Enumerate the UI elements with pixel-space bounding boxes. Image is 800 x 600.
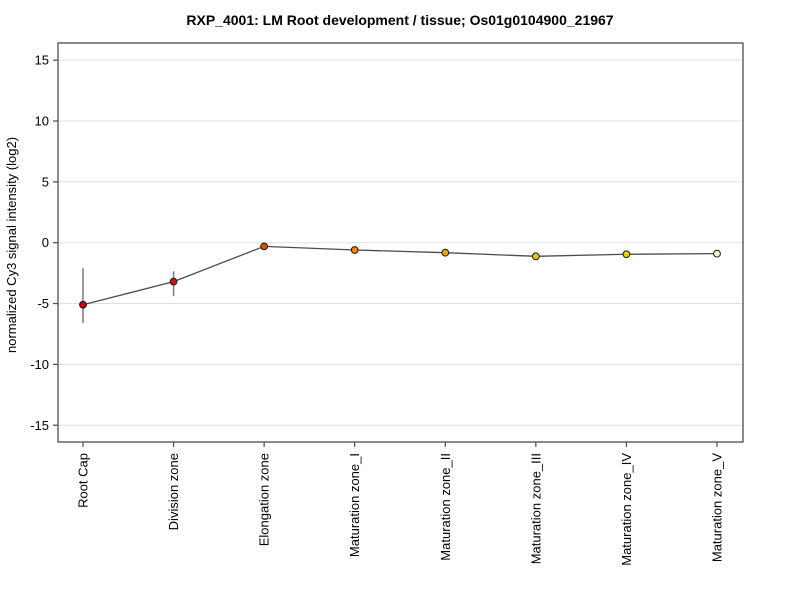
- x-tick-label: Root Cap: [76, 453, 91, 508]
- x-tick-label: Maturation zone_III: [528, 453, 543, 564]
- data-point: [350, 246, 359, 254]
- data-point: [713, 249, 721, 258]
- y-tick-label: 10: [35, 114, 49, 129]
- chart-title: RXP_4001: LM Root development / tissue; …: [186, 12, 614, 28]
- data-point: [260, 242, 269, 251]
- y-tick-label: 0: [42, 235, 49, 250]
- data-point: [441, 248, 450, 257]
- y-axis-label: normalized Cy3 signal intensity (log2): [4, 137, 19, 353]
- x-tick-label: Maturation zone_V: [709, 453, 724, 562]
- y-tick-label: -5: [37, 296, 49, 311]
- x-tick-label: Maturation zone_I: [347, 453, 362, 557]
- y-tick-label: -15: [30, 418, 49, 433]
- data-point: [169, 277, 178, 286]
- x-tick-label: Elongation zone: [257, 453, 272, 546]
- x-tick-label: Maturation zone_IV: [619, 453, 634, 566]
- y-tick-label: 15: [35, 53, 49, 68]
- x-tick-label: Maturation zone_II: [438, 453, 453, 561]
- data-point: [622, 250, 631, 259]
- x-tick-label: Division zone: [166, 453, 181, 530]
- data-point: [79, 300, 87, 309]
- data-point: [531, 252, 540, 261]
- series-line: [82, 245, 717, 306]
- y-tick-label: 5: [42, 174, 49, 189]
- y-tick-label: -10: [30, 357, 49, 372]
